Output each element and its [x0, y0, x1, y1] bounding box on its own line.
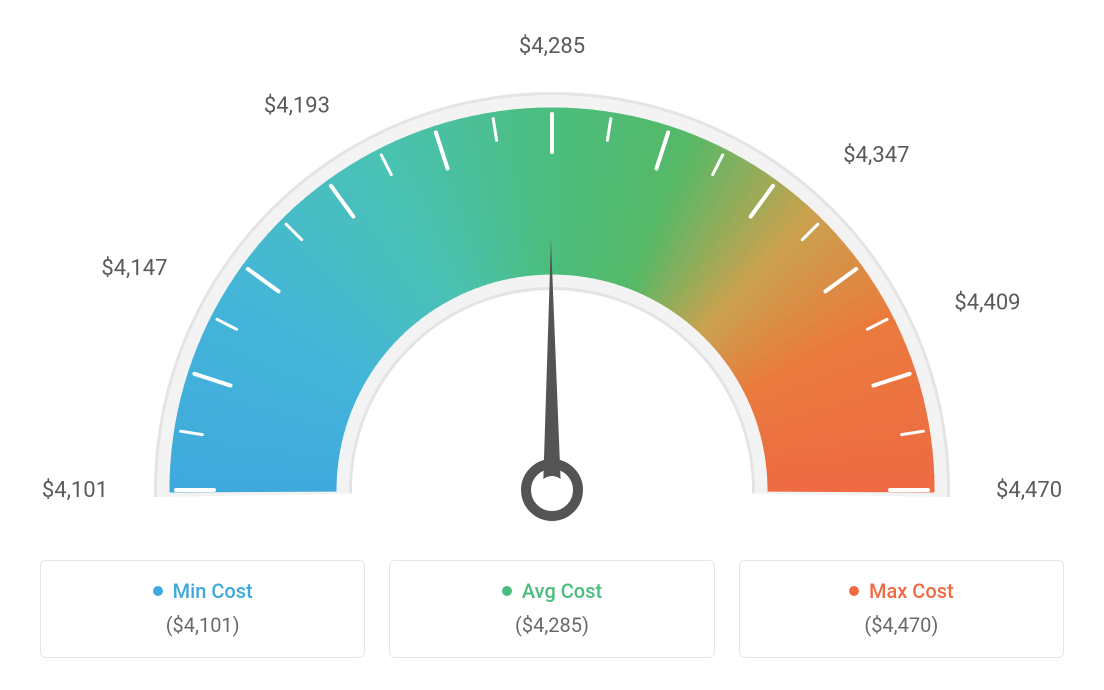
gauge-tick-label: $4,147: [101, 256, 167, 281]
gauge-tick-label: $4,470: [996, 478, 1062, 503]
gauge-hub-inner: [538, 476, 566, 504]
legend-row: Min Cost ($4,101) Avg Cost ($4,285) Max …: [40, 560, 1064, 658]
legend-card-max: Max Cost ($4,470): [739, 560, 1064, 658]
legend-title-min-text: Min Cost: [173, 579, 253, 603]
gauge-chart: $4,101 $4,147 $4,193 $4,285 $4,347 $4,409 $4,4…: [40, 20, 1064, 540]
legend-value-min: ($4,101): [61, 613, 344, 637]
legend-title-max-text: Max Cost: [869, 579, 954, 603]
gauge-tick-label: $4,409: [954, 290, 1020, 315]
legend-title-max: Max Cost: [849, 579, 954, 603]
legend-title-avg: Avg Cost: [502, 579, 602, 603]
legend-dot-min: [153, 586, 163, 596]
gauge-tick-label: $4,193: [264, 93, 330, 118]
legend-card-avg: Avg Cost ($4,285): [389, 560, 714, 658]
legend-value-max: ($4,470): [760, 613, 1043, 637]
gauge-svg: $4,101 $4,147 $4,193 $4,285 $4,347 $4,409 $4,4…: [40, 20, 1064, 540]
legend-value-avg: ($4,285): [410, 613, 693, 637]
legend-dot-avg: [502, 586, 512, 596]
legend-dot-max: [849, 586, 859, 596]
gauge-tick-label: $4,347: [843, 143, 909, 168]
gauge-tick-label: $4,101: [42, 478, 108, 503]
gauge-tick-label: $4,285: [519, 34, 585, 59]
legend-title-min: Min Cost: [153, 579, 253, 603]
legend-title-avg-text: Avg Cost: [522, 579, 602, 603]
legend-card-min: Min Cost ($4,101): [40, 560, 365, 658]
